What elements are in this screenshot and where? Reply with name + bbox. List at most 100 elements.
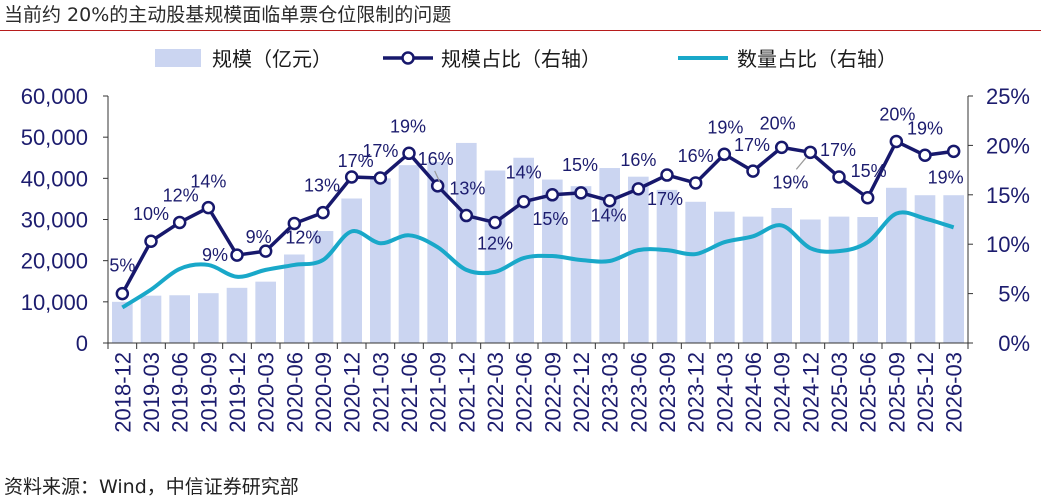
x-tick-label-2023-09: 2023-09 xyxy=(655,352,680,433)
x-tick-label-2020-12: 2020-12 xyxy=(340,352,365,433)
scale-share-point-2019-03 xyxy=(144,234,158,248)
x-tick-label-2025-12: 2025-12 xyxy=(913,352,938,433)
x-tick-label-2021-03: 2021-03 xyxy=(368,352,393,433)
scale-share-point-2023-12 xyxy=(688,176,703,190)
bar-2022-09 xyxy=(542,179,563,343)
bar-2022-03 xyxy=(484,170,506,343)
legend-label-count: 数量占比（右轴） xyxy=(737,47,897,71)
bar-2025-09 xyxy=(886,187,907,343)
bar-2025-03 xyxy=(828,216,850,343)
right-axis-tick-label: 20% xyxy=(986,133,1030,158)
bar-series xyxy=(112,142,964,343)
scale-share-data-label-2020-12: 17% xyxy=(338,151,374,171)
x-tick-label-2020-06: 2020-06 xyxy=(282,352,307,433)
scale-share-point-2020-06 xyxy=(287,216,302,231)
scale-share-data-label-2022-09: 15% xyxy=(532,209,568,229)
right-axis-tick-label: 5% xyxy=(998,282,1030,307)
scale-share-point-2019-09 xyxy=(201,200,216,215)
bar-2023-03 xyxy=(599,168,620,343)
bar-2019-12 xyxy=(226,287,248,343)
scale-share-data-label-2019-03: 10% xyxy=(133,204,169,224)
scale-share-data-label-2022-03: 12% xyxy=(477,233,513,253)
scale-share-data-label-2026-03: 19% xyxy=(928,167,964,187)
scale-share-data-label-2021-09: 16% xyxy=(418,149,454,169)
scale-share-point-2020-09 xyxy=(316,205,330,220)
x-tick-label-2025-03: 2025-03 xyxy=(827,352,852,433)
legend-label-share: 规模占比（右轴） xyxy=(441,47,601,71)
count-share-line xyxy=(121,210,955,310)
label-leader-line xyxy=(795,156,807,170)
scale-share-data-label-2024-09: 20% xyxy=(760,113,796,133)
scale-share-data-label-2025-12: 19% xyxy=(907,118,943,138)
legend-swatch-bar xyxy=(155,49,201,67)
scale-share-data-label-2020-09: 13% xyxy=(304,176,340,196)
scale-share-point-2020-03 xyxy=(258,244,273,258)
count-share-series xyxy=(121,210,955,310)
scale-share-point-2025-06 xyxy=(860,191,875,205)
scale-share-data-label-2020-06: 12% xyxy=(285,227,321,247)
scale-share-data-label-2020-03: 9% xyxy=(246,227,272,247)
scale-share-data-label-2018-12: 5% xyxy=(109,256,135,276)
scale-share-point-2026-03 xyxy=(946,144,961,159)
scale-share-data-label-2025-09: 20% xyxy=(879,104,915,124)
x-tick-label-2024-09: 2024-09 xyxy=(770,352,795,433)
x-tick-label-2023-12: 2023-12 xyxy=(684,352,709,433)
scale-share-data-label-2019-06: 12% xyxy=(163,185,199,205)
scale-share-point-2022-06 xyxy=(516,194,531,209)
scale-share-point-2025-09 xyxy=(889,134,904,149)
scale-share-point-2021-06 xyxy=(402,146,416,161)
right-axis-tick-label: 0% xyxy=(998,331,1030,356)
x-tick-label-2023-03: 2023-03 xyxy=(598,352,623,433)
scale-share-point-2024-03 xyxy=(717,147,732,162)
title-rule xyxy=(0,30,1041,31)
x-tick-label-2022-06: 2022-06 xyxy=(512,352,537,433)
scale-share-data-label-2019-09: 14% xyxy=(190,172,226,192)
scale-share-data-label-2024-12: 19% xyxy=(772,172,808,192)
x-tick-label-2022-03: 2022-03 xyxy=(483,352,508,433)
bar-2020-09 xyxy=(312,231,334,343)
bar-2023-12 xyxy=(685,201,706,343)
bar-2019-09 xyxy=(198,293,219,343)
scale-share-data-label-2022-06: 14% xyxy=(506,163,542,183)
x-tick-label-2021-12: 2021-12 xyxy=(454,352,479,433)
bar-2018-12 xyxy=(112,301,133,343)
legend-label-scale: 规模（亿元） xyxy=(212,47,332,71)
scale-share-point-2018-12 xyxy=(115,286,130,301)
bar-2023-06 xyxy=(628,176,649,343)
x-tick-label-2018-12: 2018-12 xyxy=(110,352,135,433)
bar-2025-12 xyxy=(914,195,936,343)
bar-2024-03 xyxy=(714,211,735,343)
bar-2021-09 xyxy=(427,161,448,343)
scale-share-point-2024-09 xyxy=(774,140,789,155)
scale-share-data-label-2025-06: 15% xyxy=(851,161,887,181)
bar-2020-06 xyxy=(284,254,305,343)
x-tick-label-2025-06: 2025-06 xyxy=(856,352,881,433)
x-tick-label-2021-06: 2021-06 xyxy=(397,352,422,433)
left-axis-tick-label: 20,000 xyxy=(21,249,88,274)
left-axis-tick-label: 0 xyxy=(76,331,88,356)
data-labels: 5%10%12%14%9%9% 12%13%17%17%19%16%13%12%1… xyxy=(109,104,963,275)
legend: 规模（亿元） 规模占比（右轴） 数量占比（右轴） xyxy=(155,47,897,71)
bar-2024-12 xyxy=(800,219,821,343)
bar-2023-09 xyxy=(656,189,678,343)
bar-2021-12 xyxy=(456,142,477,343)
left-axis-tick-label: 30,000 xyxy=(21,208,88,233)
left-axis-tick-label: 60,000 xyxy=(21,84,88,109)
scale-share-point-2023-03 xyxy=(602,193,617,208)
scale-share-data-label-2024-03: 19% xyxy=(707,117,743,137)
bar-2020-12 xyxy=(341,198,362,343)
scale-share-point-2021-03 xyxy=(373,171,388,185)
scale-share-point-2021-09 xyxy=(430,179,445,193)
bar-2019-06 xyxy=(169,295,190,343)
scale-share-data-label-2021-06: 19% xyxy=(390,116,426,136)
bar-2021-03 xyxy=(370,178,391,343)
x-tick-label-2022-12: 2022-12 xyxy=(569,352,594,433)
bar-2025-06 xyxy=(857,217,878,343)
scale-share-point-2023-06 xyxy=(631,182,646,196)
source-note: 资料来源：Wind，中信证券研究部 xyxy=(4,476,299,498)
scale-share-point-2022-09 xyxy=(545,188,560,202)
label-leader-line xyxy=(434,170,441,183)
x-tick-label-2022-09: 2022-09 xyxy=(540,352,565,433)
scale-share-series xyxy=(115,134,961,301)
